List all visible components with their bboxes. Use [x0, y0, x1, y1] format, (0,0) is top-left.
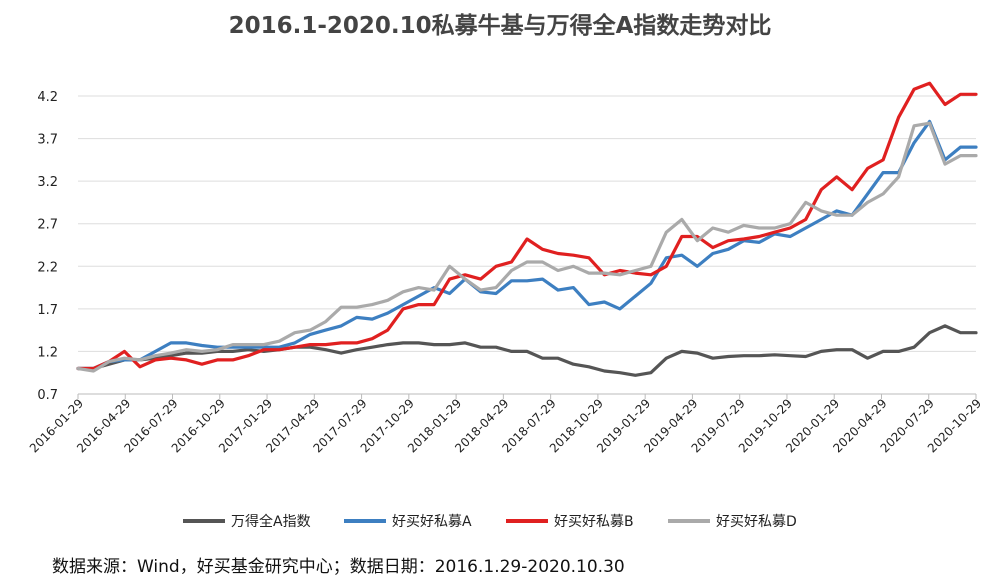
legend-label-1: 好买好私募A — [392, 514, 472, 530]
chart-title: 2016.1-2020.10私募牛基与万得全A指数走势对比 — [228, 13, 772, 39]
series-line-1 — [76, 119, 978, 371]
y-tick-label: 4.2 — [37, 90, 58, 105]
legend-label-3: 好买好私募D — [716, 514, 797, 530]
y-axis-ticks: 0.7 1.2 1.7 2.2 2.7 3.2 3.7 4.2 — [37, 90, 58, 403]
x-axis-ticks: 2016-01-292016-04-292016-07-292016-10-29… — [27, 394, 984, 455]
legend-label-0: 万得全A指数 — [231, 513, 311, 530]
series-lines — [76, 81, 978, 377]
y-tick-label: 0.7 — [37, 388, 58, 403]
legend: 万得全A指数 好买好私募A 好买好私募B 好买好私募D — [183, 513, 797, 530]
series-line-0 — [76, 324, 978, 377]
y-tick-label: 3.2 — [37, 175, 58, 190]
y-tick-label: 1.7 — [37, 303, 58, 318]
source-note: 数据来源：Wind，好买基金研究中心；数据日期：2016.1.29-2020.1… — [52, 557, 625, 577]
y-tick-label: 2.2 — [37, 260, 58, 275]
y-tick-label: 1.2 — [37, 345, 58, 360]
y-tick-label: 2.7 — [37, 218, 58, 233]
legend-label-2: 好买好私募B — [554, 514, 634, 530]
y-tick-label: 3.7 — [37, 133, 58, 148]
series-line-3 — [76, 121, 978, 373]
series-line-2 — [76, 81, 978, 371]
